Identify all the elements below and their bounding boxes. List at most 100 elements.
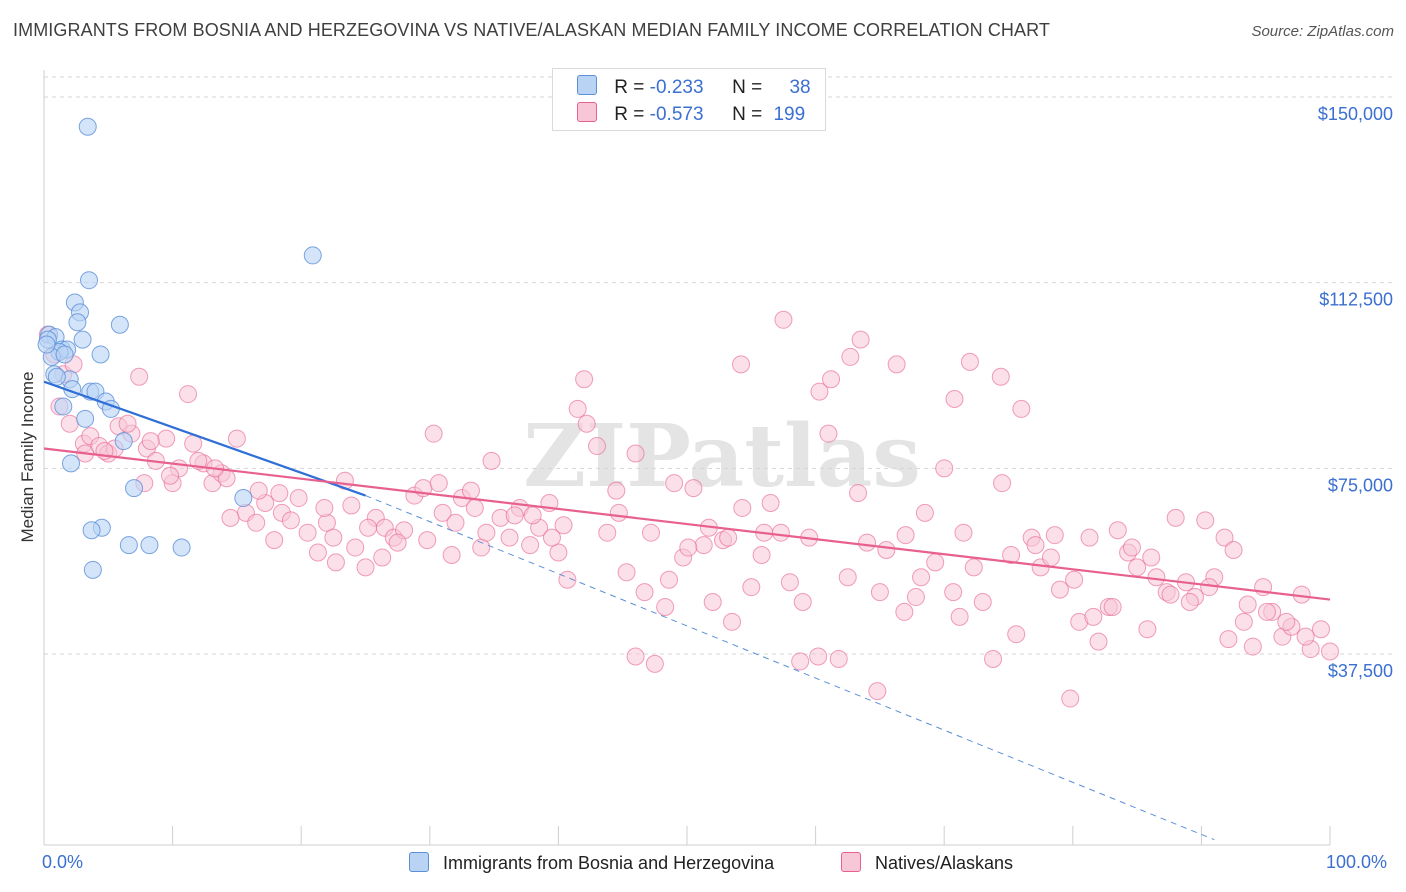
pink-point: [1012, 399, 1031, 418]
pink-point: [810, 382, 829, 401]
pink-point: [577, 414, 596, 433]
pink-point: [723, 612, 742, 631]
blue-trend-extension: [365, 495, 1215, 841]
blue-point: [114, 432, 133, 451]
pink-point: [1065, 570, 1084, 589]
blue-point: [82, 521, 101, 540]
legend-r-value: -0.573: [649, 104, 704, 125]
pink-point: [356, 558, 375, 577]
pink-point: [887, 355, 906, 374]
pink-point: [1161, 585, 1180, 604]
pink-point: [719, 528, 738, 547]
pink-point: [1103, 597, 1122, 616]
pink-point: [609, 503, 628, 522]
y-tick-label: $150,000: [1318, 104, 1393, 124]
pink-point: [1084, 607, 1103, 626]
pink-point: [161, 466, 180, 485]
pink-point: [1045, 526, 1064, 545]
pink-point: [665, 474, 684, 493]
pink-point: [752, 545, 771, 564]
pink-point: [523, 506, 542, 525]
pink-point: [703, 593, 722, 612]
chart-title: IMMIGRANTS FROM BOSNIA AND HERZEGOVINA V…: [13, 20, 1051, 40]
x-tick-max: 100.0%: [1326, 852, 1388, 872]
blue-point: [55, 345, 74, 364]
pink-point: [1166, 508, 1185, 527]
blue-swatch-icon: [409, 852, 429, 872]
pink-point: [635, 583, 654, 602]
pink-point: [809, 647, 828, 666]
pink-point: [870, 583, 889, 602]
blue-swatch-icon: [577, 75, 597, 95]
pink-point: [694, 536, 713, 555]
pink-point: [308, 543, 327, 562]
pink-point: [732, 355, 751, 374]
pink-point: [935, 459, 954, 478]
pink-point: [944, 583, 963, 602]
blue-point: [78, 117, 97, 136]
pink-point: [424, 424, 443, 443]
pink-point: [1180, 593, 1199, 612]
pink-point: [733, 498, 752, 517]
pink-point: [418, 531, 437, 550]
pink-point: [780, 573, 799, 592]
pink-point: [521, 536, 540, 555]
pink-point: [1026, 536, 1045, 555]
pink-point: [157, 429, 176, 448]
pink-point: [684, 479, 703, 498]
pink-point: [1061, 689, 1080, 708]
pink-point: [1041, 548, 1060, 567]
pink-point: [289, 489, 308, 508]
blue-point: [73, 330, 92, 349]
pink-point: [926, 553, 945, 572]
pink-point: [617, 563, 636, 582]
pink-point: [598, 523, 617, 542]
y-tick-label: $112,500: [1319, 290, 1393, 310]
pink-point: [964, 558, 983, 577]
pink-point: [461, 481, 480, 500]
pink-point: [645, 654, 664, 673]
pink-point: [819, 424, 838, 443]
legend-row-pink: R = -0.573 N = 199: [577, 102, 805, 126]
pink-point: [1089, 632, 1108, 651]
pink-point: [465, 498, 484, 517]
pink-point: [221, 508, 240, 527]
pink-point: [342, 496, 361, 515]
pink-point: [984, 649, 1003, 668]
pink-trend-line: [43, 447, 1331, 601]
pink-point: [373, 548, 392, 567]
pink-point: [1219, 630, 1238, 649]
pink-point: [915, 503, 934, 522]
pink-point: [1234, 612, 1253, 631]
pink-point: [822, 370, 841, 389]
pink-point: [1224, 541, 1243, 560]
pink-swatch-icon: [577, 102, 597, 122]
legend-n-value: 38: [789, 77, 811, 98]
pink-point: [1138, 620, 1157, 639]
legend-r-value: -0.233: [649, 77, 704, 98]
pink-point: [993, 474, 1012, 493]
blue-trend-line: [43, 380, 366, 497]
x-tick-min: 0.0%: [42, 852, 84, 872]
y-tick-label: $37,500: [1328, 661, 1393, 681]
y-axis-label: Median Family Income: [18, 371, 37, 543]
pink-point: [1108, 521, 1127, 540]
pink-point: [130, 367, 149, 386]
pink-point: [1257, 602, 1276, 621]
pink-point: [227, 429, 246, 448]
pink-point: [761, 493, 780, 512]
pink-point: [607, 481, 626, 500]
pink-point: [477, 523, 496, 542]
pink-point: [346, 538, 365, 557]
pink-point: [849, 484, 868, 503]
pink-point: [270, 484, 289, 503]
pink-point: [954, 523, 973, 542]
pink-point: [575, 370, 594, 389]
pink-swatch-icon: [841, 852, 861, 872]
pink-point: [1321, 642, 1339, 661]
pink-point: [1296, 627, 1315, 646]
pink-point: [1200, 578, 1219, 597]
pink-point: [446, 513, 465, 532]
blue-point: [234, 489, 253, 508]
pink-point: [433, 503, 452, 522]
